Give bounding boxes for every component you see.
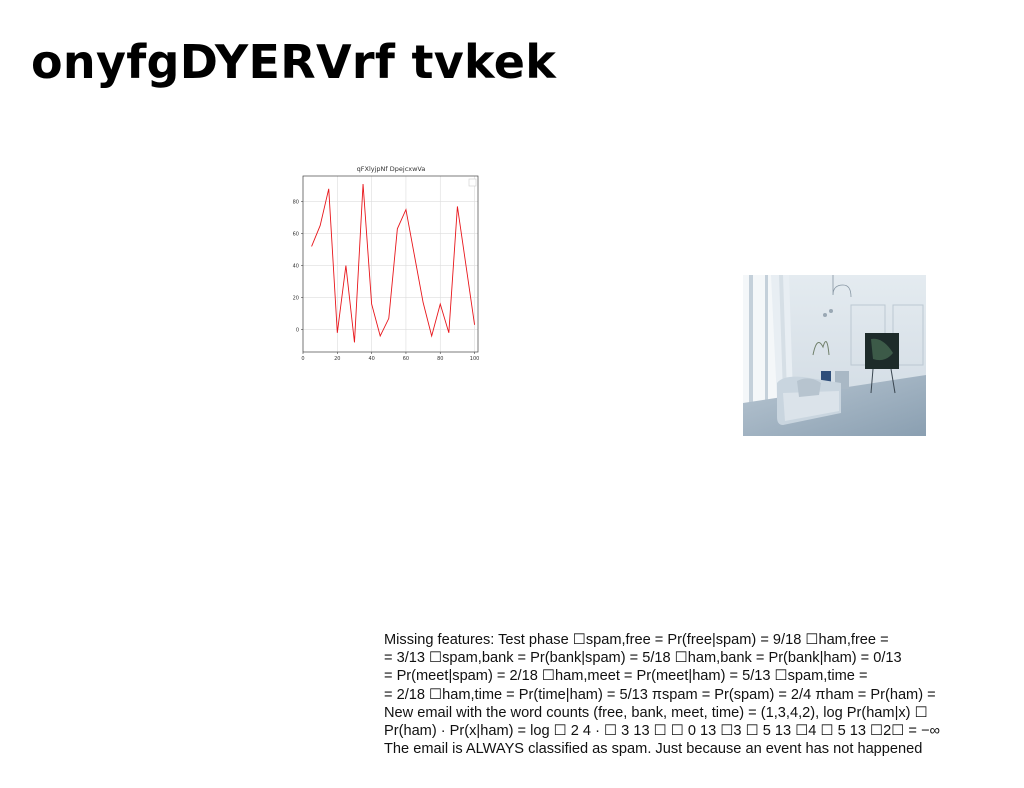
y-tick-label: 60 [293,231,299,237]
text-line-4: = 2/18 ☐ham,time = Pr(time|ham) = 5/13 π… [384,686,936,703]
y-tick-label: 80 [293,199,299,205]
line-chart-svg: qFXlyjpNf DpejcxwVa 0 20 40 60 80 100 0 20 40 60 8… [293,165,480,362]
chart-axes: 0 20 40 60 80 100 0 20 40 60 80 [293,175,480,362]
y-tick-label: 40 [293,263,299,269]
living-room-image [743,275,926,436]
living-room-photo [743,275,926,436]
x-tick-label: 60 [403,356,409,362]
line-chart: qFXlyjpNf DpejcxwVa 0 20 40 60 80 100 0 20 40 60 8… [285,160,485,365]
chart-title: qFXlyjpNf DpejcxwVa [357,165,426,173]
y-tick-label: 20 [293,295,299,301]
y-tick-label: 0 [296,327,299,333]
text-line-7: The email is ALWAYS classified as spam. … [384,741,923,758]
x-tick-label: 20 [334,356,340,362]
x-tick-label: 0 [301,356,304,362]
text-line-1: Missing features: Test phase ☐spam,free … [384,632,889,648]
x-tick-label: 80 [437,356,443,362]
text-line-5: New email with the word counts (free, ba… [384,704,928,721]
x-tick-label: 100 [470,356,480,362]
chart-series [311,183,476,343]
chart-grid [302,176,478,352]
text-line-6: Pr(ham) · Pr(x|ham) = log ☐ 2 4 · ☐ 3 13… [384,723,940,740]
plot-frame [302,175,479,353]
chart-legend-box [468,178,477,187]
series-line [311,183,476,343]
x-tick-label: 40 [368,356,374,362]
page-title: onyfgDYERVrf tvkek [31,35,557,89]
text-line-2: = 3/13 ☐spam,bank = Pr(bank|spam) = 5/18… [384,650,902,667]
body-text: Missing features: Test phase ☐spam,free … [384,631,1014,758]
text-line-3: = Pr(meet|spam) = 2/18 ☐ham,meet = Pr(me… [384,668,868,685]
